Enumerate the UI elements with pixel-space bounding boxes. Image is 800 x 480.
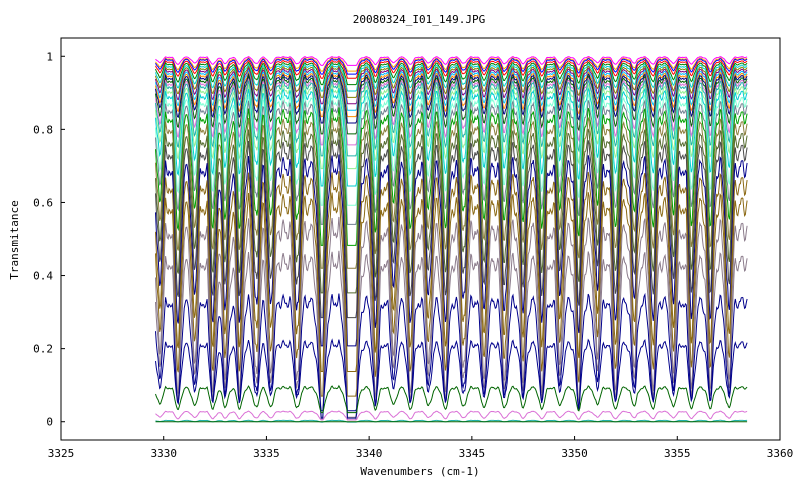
series-line <box>155 57 748 75</box>
y-tick-label: 0 <box>46 416 53 429</box>
x-tick-label: 3340 <box>356 447 383 460</box>
series-line <box>155 86 748 187</box>
series-line <box>155 68 748 111</box>
y-tick-label: 1 <box>46 50 53 63</box>
x-axis: 3325 3330 3335 3340 3345 3350 3355 3360 <box>48 436 794 460</box>
x-axis-label: Wavenumbers (cm-1) <box>360 465 479 478</box>
series-line <box>155 76 748 146</box>
series-line <box>155 116 748 269</box>
series-line <box>155 61 748 86</box>
series-line <box>155 63 748 92</box>
x-tick-label: 3360 <box>767 447 794 460</box>
series-line <box>155 338 748 412</box>
series-line <box>155 98 748 225</box>
series-line <box>155 92 748 206</box>
series-line <box>155 70 748 118</box>
x-tick-label: 3335 <box>253 447 280 460</box>
x-tick-label: 3350 <box>561 447 588 460</box>
series-line <box>155 78 748 157</box>
x-tick-label: 3345 <box>459 447 486 460</box>
series-line <box>155 107 748 246</box>
y-axis-label: Transmitance <box>8 200 21 279</box>
y-tick-label: 0.2 <box>33 343 53 356</box>
series-line <box>155 56 748 72</box>
x-tick-label: 3325 <box>48 447 75 460</box>
x-tick-label: 3330 <box>150 447 177 460</box>
y-axis: 0 0.2 0.4 0.6 0.8 1 <box>33 50 65 429</box>
plot-series-group <box>155 55 748 423</box>
series-line <box>155 171 748 372</box>
series-line <box>155 128 748 294</box>
series-line <box>155 410 748 421</box>
series-line <box>155 216 748 418</box>
series-line <box>155 55 748 66</box>
series-line <box>155 139 748 319</box>
series-line <box>155 64 748 98</box>
series-line <box>155 292 748 419</box>
series-line <box>155 154 748 347</box>
y-tick-label: 0.8 <box>33 123 53 136</box>
series-line <box>155 74 748 135</box>
series-line <box>155 72 748 124</box>
y-tick-label: 0.6 <box>33 196 53 209</box>
series-line <box>155 191 748 397</box>
series-line <box>155 66 748 105</box>
series-line <box>155 59 748 79</box>
series-line <box>155 82 748 170</box>
x-tick-label: 3355 <box>664 447 691 460</box>
y-tick-label: 0.4 <box>33 270 53 283</box>
series-line <box>155 384 748 414</box>
series-line <box>155 250 748 421</box>
plot-frame <box>60 37 781 441</box>
chart-title: 20080324_I01_149.JPG <box>353 13 485 26</box>
